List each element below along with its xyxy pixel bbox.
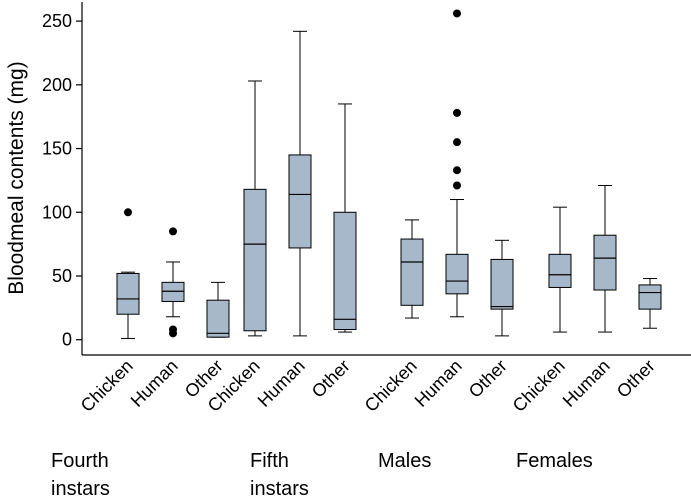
box-chicken-4 (548, 206, 572, 333)
category-label: Other (308, 356, 354, 402)
iqr-box (548, 253, 572, 288)
category-label: Chicken (77, 356, 137, 416)
outlier-point (453, 9, 461, 18)
box-human-4 (593, 185, 617, 333)
group-label: Females (516, 450, 593, 472)
group-label-line: Males (378, 450, 431, 472)
category-label: Human (127, 356, 182, 411)
iqr-box (333, 211, 357, 331)
outlier-point (169, 329, 177, 338)
box-other-1 (206, 281, 230, 338)
box-human-3 (445, 9, 469, 318)
category-label: Chicken (361, 356, 421, 416)
category-label: Human (559, 356, 614, 411)
box-chicken-2 (243, 80, 267, 337)
outlier-point (453, 166, 461, 175)
y-tick-label: 100 (42, 202, 72, 222)
outlier-point (124, 208, 132, 217)
y-tick-label: 50 (52, 266, 72, 286)
box-human-2 (288, 30, 312, 337)
y-tick-label: 150 (42, 139, 72, 159)
group-label: Fourth instars (51, 450, 110, 500)
group-label-line: Females (516, 450, 593, 472)
category-label: Chicken (509, 356, 569, 416)
iqr-box (161, 281, 185, 302)
y-tick-label: 0 (62, 330, 72, 350)
category-label: Other (465, 356, 511, 402)
box-other-2 (333, 103, 357, 333)
box-other-3 (490, 239, 514, 337)
group-label: Males (378, 450, 431, 472)
outlier-point (453, 108, 461, 117)
box-chicken-1 (116, 208, 140, 339)
iqr-box (400, 238, 424, 306)
group-label-line: instars (51, 478, 110, 500)
iqr-box (638, 284, 662, 310)
outlier-point (453, 181, 461, 190)
iqr-box (288, 154, 312, 249)
iqr-box (243, 188, 267, 332)
outlier-point (453, 138, 461, 147)
iqr-box (445, 253, 469, 295)
group-label: Fifth instars (250, 450, 309, 500)
group-label-line: Fifth (250, 450, 289, 472)
category-label: Human (411, 356, 466, 411)
box-human-1 (161, 227, 185, 338)
box-series (116, 9, 662, 339)
box-other-4 (638, 278, 662, 329)
group-label-line: Fourth (51, 450, 109, 472)
y-tick-label: 200 (42, 75, 72, 95)
y-axis-title: Bloodmeal contents (mg) (5, 61, 28, 294)
iqr-box (206, 299, 230, 338)
iqr-box (116, 272, 140, 315)
axes: 0 50 100 150 200 250 (42, 2, 691, 356)
box-chicken-3 (400, 219, 424, 319)
y-tick-label: 250 (42, 11, 72, 31)
iqr-box (490, 258, 514, 310)
category-label: Human (254, 356, 309, 411)
category-label: Other (613, 356, 659, 402)
outlier-point (169, 227, 177, 236)
iqr-box (593, 234, 617, 291)
group-label-line: instars (250, 478, 309, 500)
